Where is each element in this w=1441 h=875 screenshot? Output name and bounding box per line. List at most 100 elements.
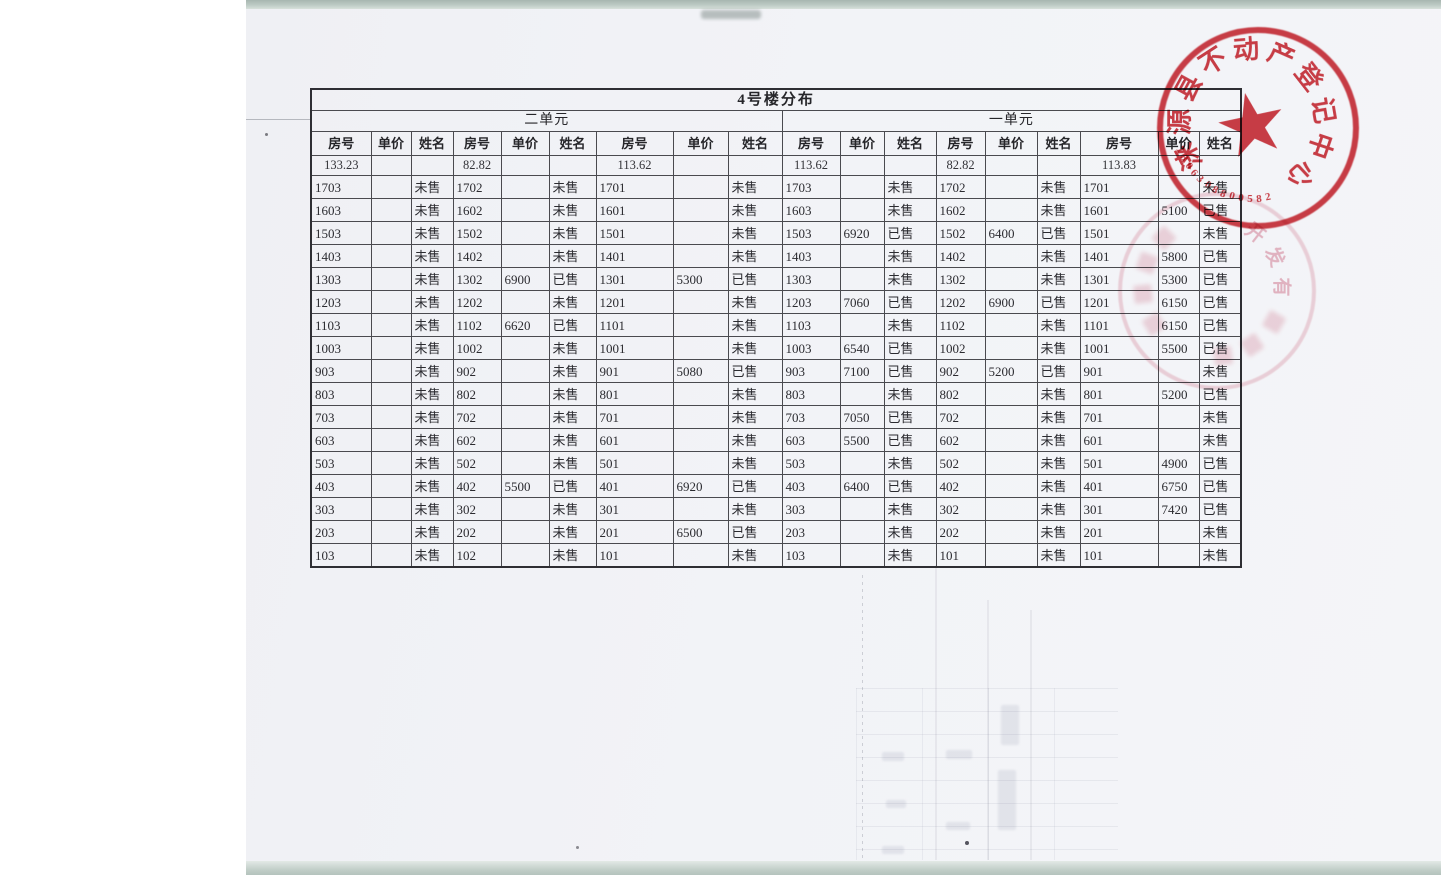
cell-status: 已售 [883,405,937,429]
cell-room: 501 [1079,451,1159,475]
cell-status: 未售 [410,520,454,544]
cell-price [672,244,729,268]
table-row: 303 未售 302 未售 301 未售 303 未售 302 未售 301 7420 已售 [310,497,1242,521]
scan-smudge [701,10,761,19]
cell-status: 未售 [1036,474,1081,498]
cell-price [370,267,412,291]
cell-status: 未售 [548,451,597,475]
cell-room: 202 [452,520,502,544]
cell-price [672,405,729,429]
cell-price [500,336,550,360]
cell-price [500,405,550,429]
cell-status: 已售 [727,267,783,291]
cell-room: 302 [935,497,986,521]
cell-status: 未售 [883,451,937,475]
bleedthrough-text [946,750,972,759]
cell-price [672,175,729,199]
cell-room: 101 [595,543,674,568]
cell-price: 6900 [984,290,1038,314]
cell-room: 303 [310,497,372,521]
cell-room: 202 [935,520,986,544]
cell-price: 5200 [1157,382,1200,406]
cell-status: 未售 [1036,520,1081,544]
cell-status: 已售 [548,313,597,337]
faint-stamp-illegible-mark [1261,309,1286,335]
cell-price [839,497,885,521]
cell-room: 1602 [452,198,502,222]
cell-room: 603 [310,428,372,452]
cell-room: 1703 [310,175,372,199]
cell-price [839,244,885,268]
cell-status: 未售 [1036,405,1081,429]
cell-room: 1003 [781,336,841,360]
cell-price [839,267,885,291]
cell-room: 901 [595,359,674,383]
cell-room: 1202 [452,290,502,314]
cell-room: 902 [452,359,502,383]
cell-status: 未售 [883,543,937,568]
cell-status: 已售 [883,359,937,383]
table-row: 1403 未售 1402 未售 1401 未售 1403 未售 1402 未售 1401 5800 已售 [310,244,1242,268]
cell-status: 未售 [410,543,454,568]
cell-status: 已售 [1036,221,1081,245]
cell-price [839,543,885,568]
table-row: 1703 未售 1702 未售 1701 未售 1703 未售 1702 未售 1701 未售 [310,175,1242,199]
bleedthrough-line [1030,610,1032,860]
cell-price: 5100 [1157,198,1200,222]
area-cell [984,155,1038,176]
cell-price: 4900 [1157,451,1200,475]
table-row: 1103 未售 1102 6620 已售 1101 未售 1103 未售 1102 未售 1101 61… [310,313,1242,337]
cell-status: 已售 [548,267,597,291]
cell-price: 6620 [500,313,550,337]
cell-price [500,198,550,222]
cell-price [672,451,729,475]
cell-status: 未售 [883,520,937,544]
cell-price [370,520,412,544]
price-header: 单价 [672,131,729,156]
cell-room: 1501 [595,221,674,245]
price-header: 单价 [370,131,412,156]
cell-status: 未售 [410,474,454,498]
cell-status: 未售 [883,382,937,406]
cell-room: 1003 [310,336,372,360]
faint-stamp-char: 发 [1260,244,1288,271]
area-cell: 113.62 [781,155,841,176]
cell-room: 701 [595,405,674,429]
cell-price [984,198,1038,222]
cell-status: 已售 [1198,313,1242,337]
cell-price: 6400 [839,474,885,498]
cell-status: 未售 [410,175,454,199]
cell-room: 302 [452,497,502,521]
area-cell: 133.23 [310,155,372,176]
cell-price [370,405,412,429]
cell-status: 已售 [1198,336,1242,360]
cell-room: 402 [935,474,986,498]
area-cell [839,155,885,176]
cell-room: 503 [310,451,372,475]
cell-room: 602 [935,428,986,452]
area-cell: 113.62 [595,155,674,176]
cell-price [1157,428,1200,452]
cell-room: 1403 [310,244,372,268]
cell-room: 1401 [1079,244,1159,268]
cell-price [839,313,885,337]
price-header: 单价 [1157,131,1200,156]
cell-price: 6150 [1157,290,1200,314]
cell-price: 5500 [1157,336,1200,360]
cell-status: 未售 [410,359,454,383]
cell-price [500,221,550,245]
name-header: 姓名 [727,131,783,156]
unit-header-left: 二单元 [310,110,783,132]
room-header: 房号 [310,131,372,156]
cell-price [370,175,412,199]
cell-price [1157,543,1200,568]
room-header: 房号 [595,131,674,156]
cell-room: 601 [1079,428,1159,452]
cell-room: 1603 [310,198,372,222]
cell-room: 1101 [595,313,674,337]
cell-status: 已售 [1198,290,1242,314]
cell-status: 未售 [548,405,597,429]
cell-room: 702 [935,405,986,429]
cell-room: 103 [310,543,372,568]
cell-price [984,244,1038,268]
